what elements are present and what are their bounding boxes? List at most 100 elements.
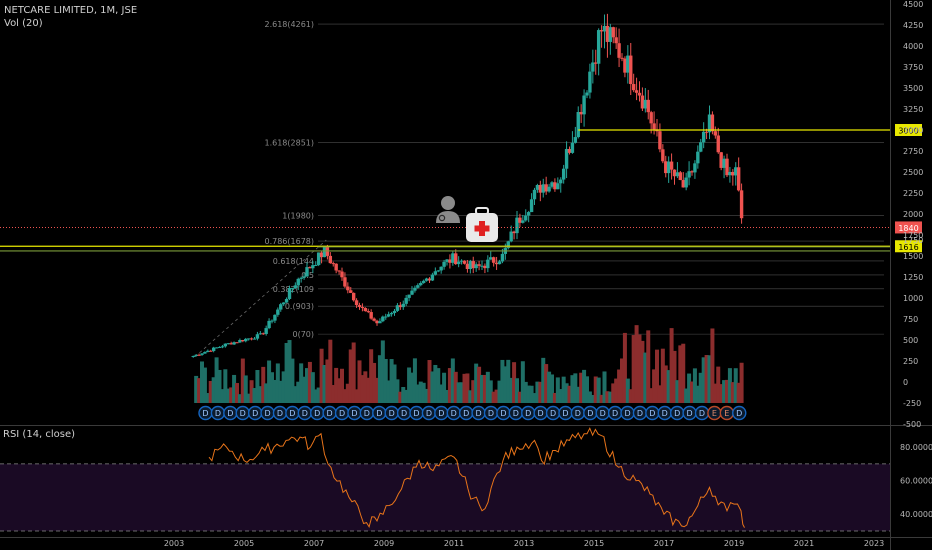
- candle-body: [281, 302, 286, 305]
- doctor-head: [441, 196, 455, 210]
- chart-icons: [436, 196, 498, 242]
- candle-body: [456, 261, 461, 265]
- volume-bar: [730, 382, 735, 403]
- time-tick-label: 2011: [444, 539, 464, 548]
- volume-bar: [698, 372, 703, 403]
- kit-cross-h: [474, 225, 490, 232]
- volume-bar: [587, 391, 592, 403]
- price-tick-label: 250: [903, 357, 918, 366]
- price-axis[interactable]: 4500425040003750350032503000275025002250…: [903, 0, 923, 429]
- volume-bar: [284, 343, 289, 403]
- dividend-marker[interactable]: [732, 405, 747, 421]
- volume-bar: [307, 361, 312, 403]
- candle-body: [591, 62, 595, 72]
- candle-body: [471, 261, 475, 269]
- time-axis[interactable]: 2003 2005 2007 2009 2011 2013 2015 2017 2019 2021…: [164, 539, 884, 548]
- volume-bar: [214, 357, 219, 403]
- rsi-axis[interactable]: 80.0000 60.0000 40.0000: [900, 443, 932, 519]
- volume-bar: [375, 377, 379, 403]
- candle-body: [346, 286, 350, 291]
- event-marker-label: D: [612, 409, 618, 418]
- volume-bar: [342, 389, 347, 403]
- price-tick-label: 1750: [903, 231, 923, 240]
- volume-bar: [380, 340, 385, 403]
- candle-body: [284, 298, 289, 303]
- candle-body: [290, 287, 295, 289]
- volume-bar: [491, 391, 496, 403]
- price-tag-label: 1840: [898, 224, 918, 233]
- candle-body: [521, 220, 525, 223]
- volume-bar: [474, 363, 479, 403]
- candle-body: [599, 30, 604, 32]
- volume-bar: [252, 388, 257, 403]
- candle-body: [305, 267, 309, 277]
- time-tick-label: 2007: [304, 539, 324, 548]
- event-marker-label: D: [202, 409, 208, 418]
- candle-body: [445, 259, 449, 262]
- volume-bar: [506, 359, 511, 403]
- candle-body: [316, 252, 321, 266]
- candle-body: [518, 217, 522, 223]
- volume-bar: [439, 384, 444, 403]
- candle-body: [661, 149, 665, 162]
- candle-body: [211, 347, 216, 351]
- volume-bar: [596, 377, 601, 403]
- candle-body: [529, 199, 534, 213]
- candle-body: [643, 99, 648, 109]
- horizontal-lines[interactable]: 3000 1840 1616: [0, 124, 922, 253]
- volume-bar: [424, 388, 429, 403]
- volume-bar: [357, 360, 362, 403]
- candle-body: [567, 148, 572, 153]
- candle-body: [314, 265, 318, 267]
- price-tick-label: 1000: [903, 294, 923, 303]
- volume-bar: [634, 325, 639, 403]
- volume-bar: [392, 364, 397, 403]
- volume-bar: [570, 375, 575, 403]
- volume-bar: [404, 389, 409, 403]
- price-tick-label: 4250: [903, 21, 923, 30]
- fib-label: 0.786(1678): [264, 237, 314, 246]
- time-tick-label: 2023: [864, 539, 884, 548]
- candle-body: [454, 253, 458, 265]
- volume-bar: [369, 349, 374, 403]
- volume-bar: [532, 393, 537, 403]
- volume-bar: [281, 371, 286, 403]
- candle-body: [261, 333, 265, 335]
- candle-body: [270, 320, 274, 322]
- candle-body: [369, 312, 373, 319]
- volume-bar: [293, 386, 298, 403]
- candle-body: [421, 280, 426, 283]
- volume-bar: [631, 335, 636, 403]
- candle-body: [617, 43, 621, 58]
- candle-body: [398, 305, 403, 308]
- volume-bar: [223, 369, 228, 403]
- volume-bar: [544, 364, 549, 403]
- candle-body: [384, 316, 388, 318]
- candle-body: [363, 308, 368, 312]
- price-tick-label: 2500: [903, 168, 923, 177]
- candle-body: [666, 161, 671, 174]
- volume-bar: [200, 361, 204, 403]
- volume-bar: [447, 368, 452, 403]
- price-tick-label: 2250: [903, 189, 923, 198]
- volume-bar: [739, 362, 744, 403]
- volume-bar: [351, 342, 356, 403]
- candle-body: [509, 231, 513, 242]
- volume-bar: [719, 384, 724, 403]
- volume-bar: [430, 371, 435, 403]
- kit-handle: [475, 207, 489, 215]
- volume-bar: [640, 340, 645, 403]
- volume-bar: [453, 371, 458, 403]
- candle-body: [448, 259, 452, 263]
- volume-bar: [477, 366, 482, 403]
- volume-bar: [582, 369, 587, 403]
- volume-bar: [240, 358, 245, 403]
- volume-bar: [660, 348, 665, 403]
- candle-body: [649, 112, 653, 124]
- event-marker-label: D: [364, 409, 370, 418]
- candle-body: [386, 314, 391, 317]
- rsi-pane[interactable]: [0, 427, 890, 532]
